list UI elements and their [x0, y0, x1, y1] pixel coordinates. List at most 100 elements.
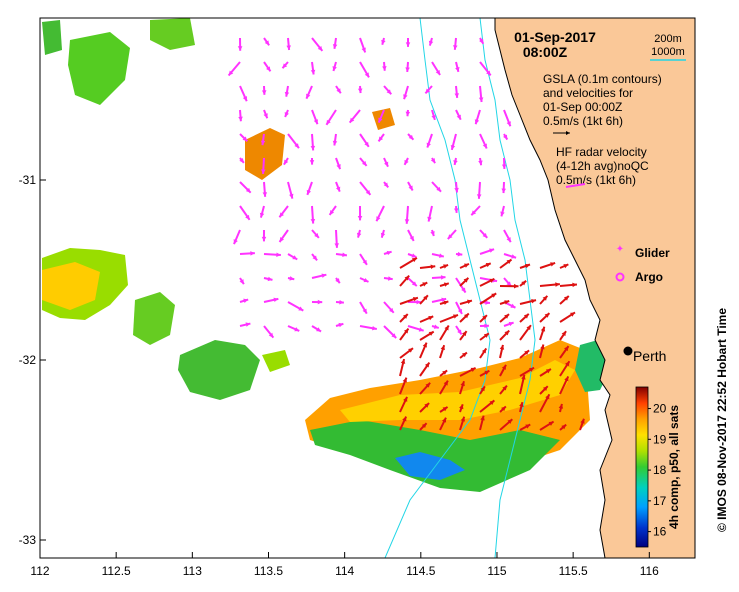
hf-vector — [399, 257, 418, 269]
gsla-vector — [239, 85, 248, 102]
y-tick-label: -31 — [19, 173, 37, 187]
gsla-vector — [357, 85, 363, 94]
bathymetry-contours — [384, 18, 536, 558]
gsla-vector — [359, 181, 372, 196]
hf-vector — [499, 344, 505, 359]
hf-vector — [479, 314, 488, 323]
x-tick-label: 114 — [335, 564, 354, 578]
hf-vector — [519, 313, 530, 323]
hf-scale-arrow — [565, 183, 586, 188]
gsla-vector — [453, 205, 459, 213]
gsla-vector — [262, 181, 268, 197]
gsla-vector — [287, 301, 304, 312]
gsla-vector — [381, 37, 386, 45]
gsla-vector — [407, 299, 422, 305]
contour-1000m — [384, 18, 491, 558]
hf-vector — [539, 344, 545, 359]
gsla-vector — [431, 297, 447, 303]
hf-vector — [499, 405, 507, 413]
sst-patch-nw-3 — [150, 18, 195, 50]
gsla-vector — [500, 205, 505, 217]
hf-vector — [419, 330, 435, 341]
hf-vector — [539, 326, 546, 341]
x-tick-label: 112.5 — [102, 564, 131, 578]
colorbar-gradient — [635, 386, 649, 548]
hf-vector — [499, 364, 507, 377]
hf-vector — [479, 347, 488, 359]
sst-patch-west-1b — [42, 262, 100, 310]
gsla-vector — [335, 157, 342, 170]
gsla-vector — [501, 181, 506, 194]
gsla-vector — [431, 109, 436, 121]
hf-vector — [399, 396, 408, 413]
gsla-vector — [239, 298, 249, 304]
x-tick-label: 115 — [487, 564, 506, 578]
hf-vector — [399, 274, 410, 287]
gsla-vector — [227, 61, 241, 77]
hf-vector — [399, 416, 408, 431]
hf-vector — [499, 313, 510, 323]
hf-vector — [559, 330, 567, 341]
gsla-vector — [335, 181, 341, 192]
gsla-vector — [359, 277, 369, 283]
hf-vector — [399, 377, 408, 395]
gsla-vector — [479, 229, 488, 239]
hf-vector — [499, 384, 508, 395]
gsla-vector — [284, 109, 289, 118]
hf-vector — [519, 366, 535, 377]
hf-vector — [559, 345, 570, 359]
gsla-note-line-1: GSLA (0.1m contours) — [543, 72, 662, 86]
gsla-vector — [424, 85, 433, 95]
gsla-vector — [310, 205, 316, 224]
gsla-vector — [263, 109, 269, 119]
hf-vector — [559, 376, 570, 395]
hf-vector — [459, 312, 470, 323]
x-tick-label: 113 — [183, 564, 202, 578]
hf-vector — [479, 277, 495, 287]
hf-vector — [479, 292, 497, 305]
hf-vector — [419, 422, 428, 431]
sst-patch-small-2 — [262, 350, 290, 372]
gsla-vector — [383, 276, 393, 281]
gsla-vector — [431, 324, 440, 329]
gsla-vector — [431, 61, 441, 76]
hf-vector — [419, 361, 431, 377]
gsla-vector — [501, 157, 507, 170]
colorbar-tick-label: 20 — [653, 402, 667, 416]
hf-vector — [419, 342, 428, 359]
hf-vector — [539, 368, 552, 377]
gsla-vector — [263, 276, 273, 282]
gsla-vector — [479, 61, 492, 77]
gsla-vector — [261, 157, 266, 174]
hf-vector — [559, 423, 567, 431]
sst-patches — [42, 18, 610, 492]
gsla-vector — [359, 253, 368, 266]
gsla-vector — [375, 205, 385, 222]
colorbar-tick-label: 18 — [653, 463, 667, 477]
gsla-vector — [283, 157, 289, 166]
colorbar-label: 4h comp, p50, all sats — [667, 405, 681, 529]
gsla-vector — [430, 229, 435, 237]
gsla-vector — [447, 229, 457, 240]
x-axis: 112 112.5 113 113.5 114 114.5 115 115.5 116 — [30, 552, 659, 578]
hf-vector — [399, 347, 414, 359]
gsla-vector — [357, 205, 363, 221]
gsla-vector — [478, 157, 483, 166]
y-tick-label: -32 — [19, 353, 37, 367]
gsla-vector — [380, 229, 386, 238]
hf-vector — [419, 315, 434, 323]
plot-area — [40, 18, 695, 558]
hf-vector — [419, 264, 436, 269]
gsla-vector — [503, 133, 509, 141]
gsla-vector — [503, 109, 512, 127]
gsla-vector — [310, 133, 316, 151]
hf-vector — [439, 282, 450, 287]
gsla-vector — [237, 37, 243, 51]
gsla-vector — [359, 61, 370, 78]
gsla-vector — [348, 109, 361, 124]
colorbar-tick-label: 19 — [653, 432, 667, 446]
gsla-vector — [278, 205, 289, 218]
gsla-vector — [455, 325, 463, 336]
gsla-vector — [407, 277, 418, 287]
gsla-vector — [356, 229, 362, 238]
